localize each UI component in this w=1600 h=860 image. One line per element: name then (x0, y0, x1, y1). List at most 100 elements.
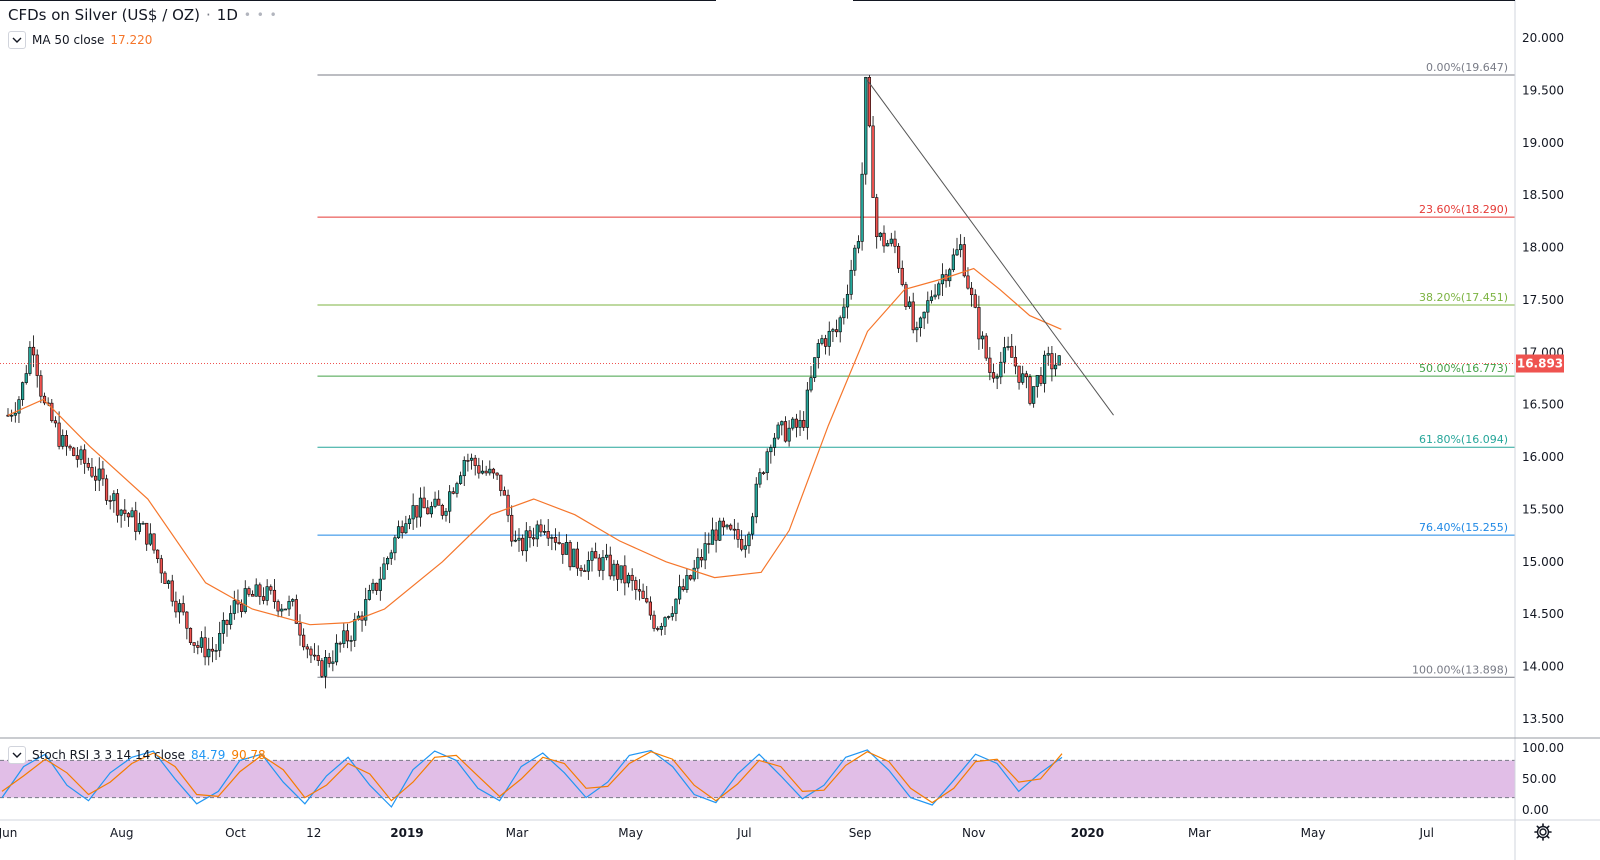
candle-body (1002, 347, 1007, 363)
candle-body (61, 435, 65, 447)
fibonacci-retracement[interactable]: 0.00%(19.647) 23.60%(18.290) 38.20%(17.451… (317, 61, 1515, 678)
candle-body (926, 300, 930, 313)
fib-level-label: 76.40%(15.255) (1419, 521, 1508, 534)
candle-body (393, 537, 397, 554)
candle-body (462, 459, 466, 477)
candle-body (798, 419, 802, 428)
candle-body (170, 580, 174, 602)
candle-body (385, 558, 390, 565)
candle-body (437, 498, 441, 506)
ma-collapse-button[interactable] (8, 31, 26, 49)
candle-body (254, 584, 258, 597)
candle-body (561, 543, 565, 555)
candle-body (794, 418, 798, 428)
stoch-d-value: 90.78 (231, 748, 266, 762)
candle-body (39, 375, 43, 397)
fib-level-label: 100.00%(13.898) (1412, 663, 1508, 676)
candle-body (159, 558, 163, 574)
candle-body (177, 603, 182, 613)
candle-body (506, 494, 510, 516)
candle-body (331, 661, 335, 664)
candle-body (1032, 386, 1036, 404)
candle-body (703, 543, 707, 561)
fib-level-label: 50.00%(16.773) (1419, 362, 1508, 375)
candle-body (842, 306, 846, 319)
time-tick-label: Mar (1188, 826, 1211, 840)
price-tick-label: 14.500 (1522, 607, 1564, 621)
candle-body (1017, 365, 1021, 383)
stoch-legend-label: Stoch RSI 3 3 14 14 close (32, 748, 185, 762)
candle-body (407, 518, 412, 524)
candle-body (13, 412, 17, 416)
candle-body (451, 491, 455, 494)
candle-body (893, 238, 897, 247)
time-tick-label: Mar (506, 826, 529, 840)
candle-body (367, 590, 371, 600)
stoch-tick-label: 0.00 (1522, 803, 1549, 817)
candle-body (583, 570, 587, 572)
candle-body (787, 427, 791, 442)
candle-body (667, 616, 671, 618)
candle-body (696, 557, 700, 569)
time-axis[interactable]: Jun Aug Oct 12 2019 Mar May Jul Sep Nov 2020 Mar May… (0, 826, 1434, 840)
candle-body (283, 608, 288, 611)
price-tick-label: 16.500 (1522, 398, 1564, 412)
candle-body (1013, 357, 1017, 367)
candle-body (579, 567, 583, 571)
time-tick-label: 2020 (1071, 826, 1104, 840)
time-tick-label: May (1301, 826, 1326, 840)
chart-header: CFDs on Silver (US$ / OZ) · 1D • • • (8, 6, 278, 24)
candle-body (458, 475, 463, 484)
candle-body (688, 575, 693, 580)
candle-body (623, 565, 627, 584)
candle-body (973, 294, 977, 308)
candle-body (130, 510, 134, 518)
ma50-line (7, 267, 1062, 626)
stoch-line-d (1, 751, 1063, 804)
stoch-collapse-button[interactable] (8, 746, 26, 764)
candle-body (258, 584, 262, 597)
price-tick-label: 19.000 (1522, 136, 1564, 150)
candle-body (802, 419, 806, 428)
candle-body (1035, 375, 1039, 387)
candle-body (261, 596, 266, 601)
title-separator: · (206, 6, 211, 24)
candle-body (615, 563, 620, 580)
candle-body (400, 526, 404, 534)
candle-body (298, 623, 302, 636)
candle-body (349, 640, 353, 642)
interval-label[interactable]: 1D (216, 6, 238, 24)
candle-body (225, 619, 229, 625)
trendline-drawing[interactable] (865, 77, 1114, 416)
candle-body (145, 522, 149, 545)
candle-body (312, 654, 317, 657)
candle-body (203, 637, 207, 658)
candle-body (597, 557, 601, 571)
time-tick-label: Jul (736, 826, 751, 840)
candle-body (378, 578, 382, 591)
more-dots-icon[interactable]: • • • (243, 8, 278, 22)
candle-body (813, 357, 817, 378)
stoch-tick-label: 100.00 (1522, 741, 1564, 755)
candle-body (524, 530, 528, 552)
candle-body (718, 520, 722, 541)
candle-body (396, 526, 401, 539)
candle-body (780, 421, 784, 426)
candle-body (207, 648, 211, 658)
symbol-title[interactable]: CFDs on Silver (US$ / OZ) (8, 6, 201, 24)
stoch-k-value: 84.79 (190, 748, 226, 762)
candle-body (345, 630, 350, 642)
trendline (865, 77, 1114, 416)
candle-body (499, 474, 503, 491)
candle-body (112, 493, 116, 502)
candle-body (188, 627, 193, 643)
gear-icon[interactable] (1533, 822, 1553, 842)
candle-body (542, 531, 547, 533)
candle-body (422, 497, 426, 509)
candle-body (692, 567, 696, 580)
candle-body (221, 619, 225, 634)
time-tick-label: Jun (0, 826, 17, 840)
candle-body (1043, 354, 1047, 384)
